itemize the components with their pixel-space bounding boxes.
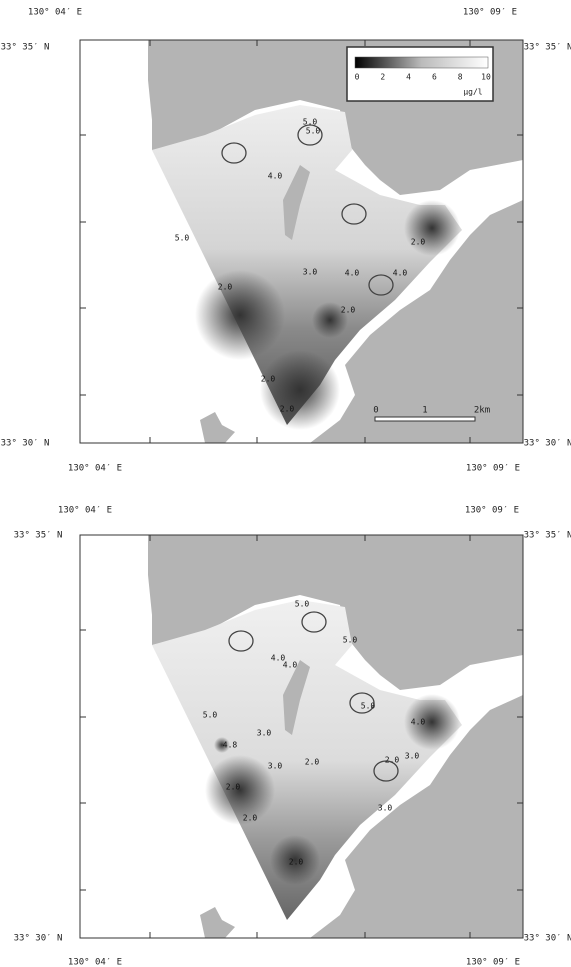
contour-label: 5.0 xyxy=(175,234,190,243)
contour-label: 2.0 xyxy=(411,238,426,247)
top-coordinate-label: 130° 04′ E xyxy=(58,506,112,516)
color-bar-tick-label: 8 xyxy=(458,73,463,82)
low-concentration-area xyxy=(195,270,285,360)
map-panel: 130° 04′ E 130° 09′ E 33° 35′ N 33° 30′ N 33… xyxy=(14,506,571,967)
contour-label: 4.0 xyxy=(411,718,426,727)
left-coordinate-label: 33° 35′ N xyxy=(1,43,50,53)
scale-bar-label: 2km xyxy=(474,406,490,416)
color-bar-tick-label: 0 xyxy=(355,73,360,82)
contour-label: 5.0 xyxy=(303,118,318,127)
contour-label: 2.0 xyxy=(280,405,295,414)
scale-bar xyxy=(375,417,475,421)
contour-label: 5.0 xyxy=(295,600,310,609)
right-coordinate-label: 33° 35′ N xyxy=(524,531,571,541)
color-bar-tick-label: 6 xyxy=(432,73,437,82)
contour-label: 3.0 xyxy=(303,268,318,277)
bottom-coordinate-label: 130° 09′ E xyxy=(466,958,520,967)
contour-label: 2.0 xyxy=(305,758,320,767)
contour-label: 2.0 xyxy=(218,283,233,292)
contour-label: 5.0 xyxy=(203,711,218,720)
scale-bar-label: 0 xyxy=(373,406,378,416)
left-coordinate-label: 33° 30′ N xyxy=(14,934,63,944)
color-bar-tick-label: 10 xyxy=(481,73,491,82)
contour-label: 4.0 xyxy=(268,172,283,181)
right-coordinate-label: 33° 35′ N xyxy=(524,43,571,53)
contour-label: 4.0 xyxy=(283,661,298,670)
top-coordinate-label: 130° 09′ E xyxy=(463,8,517,18)
right-coordinate-label: 33° 30′ N xyxy=(524,934,571,944)
contour-label: 2.0 xyxy=(226,783,241,792)
contour-label: 4.8 xyxy=(223,741,238,750)
top-coordinate-label: 130° 04′ E xyxy=(28,8,82,18)
contour-label: 3.0 xyxy=(405,752,420,761)
map-figure: 130° 04′ E 130° 09′ E 33° 35′ N 33° 30′ N 33… xyxy=(0,0,571,967)
low-concentration-area xyxy=(404,200,460,256)
low-concentration-area xyxy=(260,350,340,430)
contour-label: 5.0 xyxy=(343,636,358,645)
bottom-coordinate-label: 130° 09′ E xyxy=(466,464,520,474)
contour-label: 2.0 xyxy=(341,306,356,315)
right-coordinate-label: 33° 30′ N xyxy=(524,439,571,449)
contour-label: 3.0 xyxy=(378,804,393,813)
contour-label: 4.0 xyxy=(393,269,408,278)
color-bar-tick-label: 4 xyxy=(406,73,411,82)
contour-label: 3.0 xyxy=(257,729,272,738)
contour-label: 5.0 xyxy=(361,702,376,711)
legend-unit: μg/l xyxy=(463,88,482,97)
scale-bar-label: 1 xyxy=(422,406,427,416)
bottom-coordinate-label: 130° 04′ E xyxy=(68,958,122,967)
top-coordinate-label: 130° 09′ E xyxy=(465,506,519,516)
contour-label: 5.0 xyxy=(306,127,321,136)
contour-label: 2.0 xyxy=(289,858,304,867)
contour-label: 3.0 xyxy=(268,762,283,771)
left-coordinate-label: 33° 30′ N xyxy=(1,439,50,449)
left-coordinate-label: 33° 35′ N xyxy=(14,531,63,541)
contour-label: 4.0 xyxy=(345,269,360,278)
color-bar xyxy=(355,57,488,68)
bottom-coordinate-label: 130° 04′ E xyxy=(68,464,122,474)
contour-label: 2.0 xyxy=(385,756,400,765)
contour-label: 2.0 xyxy=(261,375,276,384)
contour-label: 2.0 xyxy=(243,814,258,823)
color-bar-tick-label: 2 xyxy=(380,73,385,82)
